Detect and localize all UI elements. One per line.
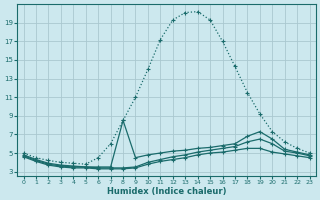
X-axis label: Humidex (Indice chaleur): Humidex (Indice chaleur) [107,187,226,196]
